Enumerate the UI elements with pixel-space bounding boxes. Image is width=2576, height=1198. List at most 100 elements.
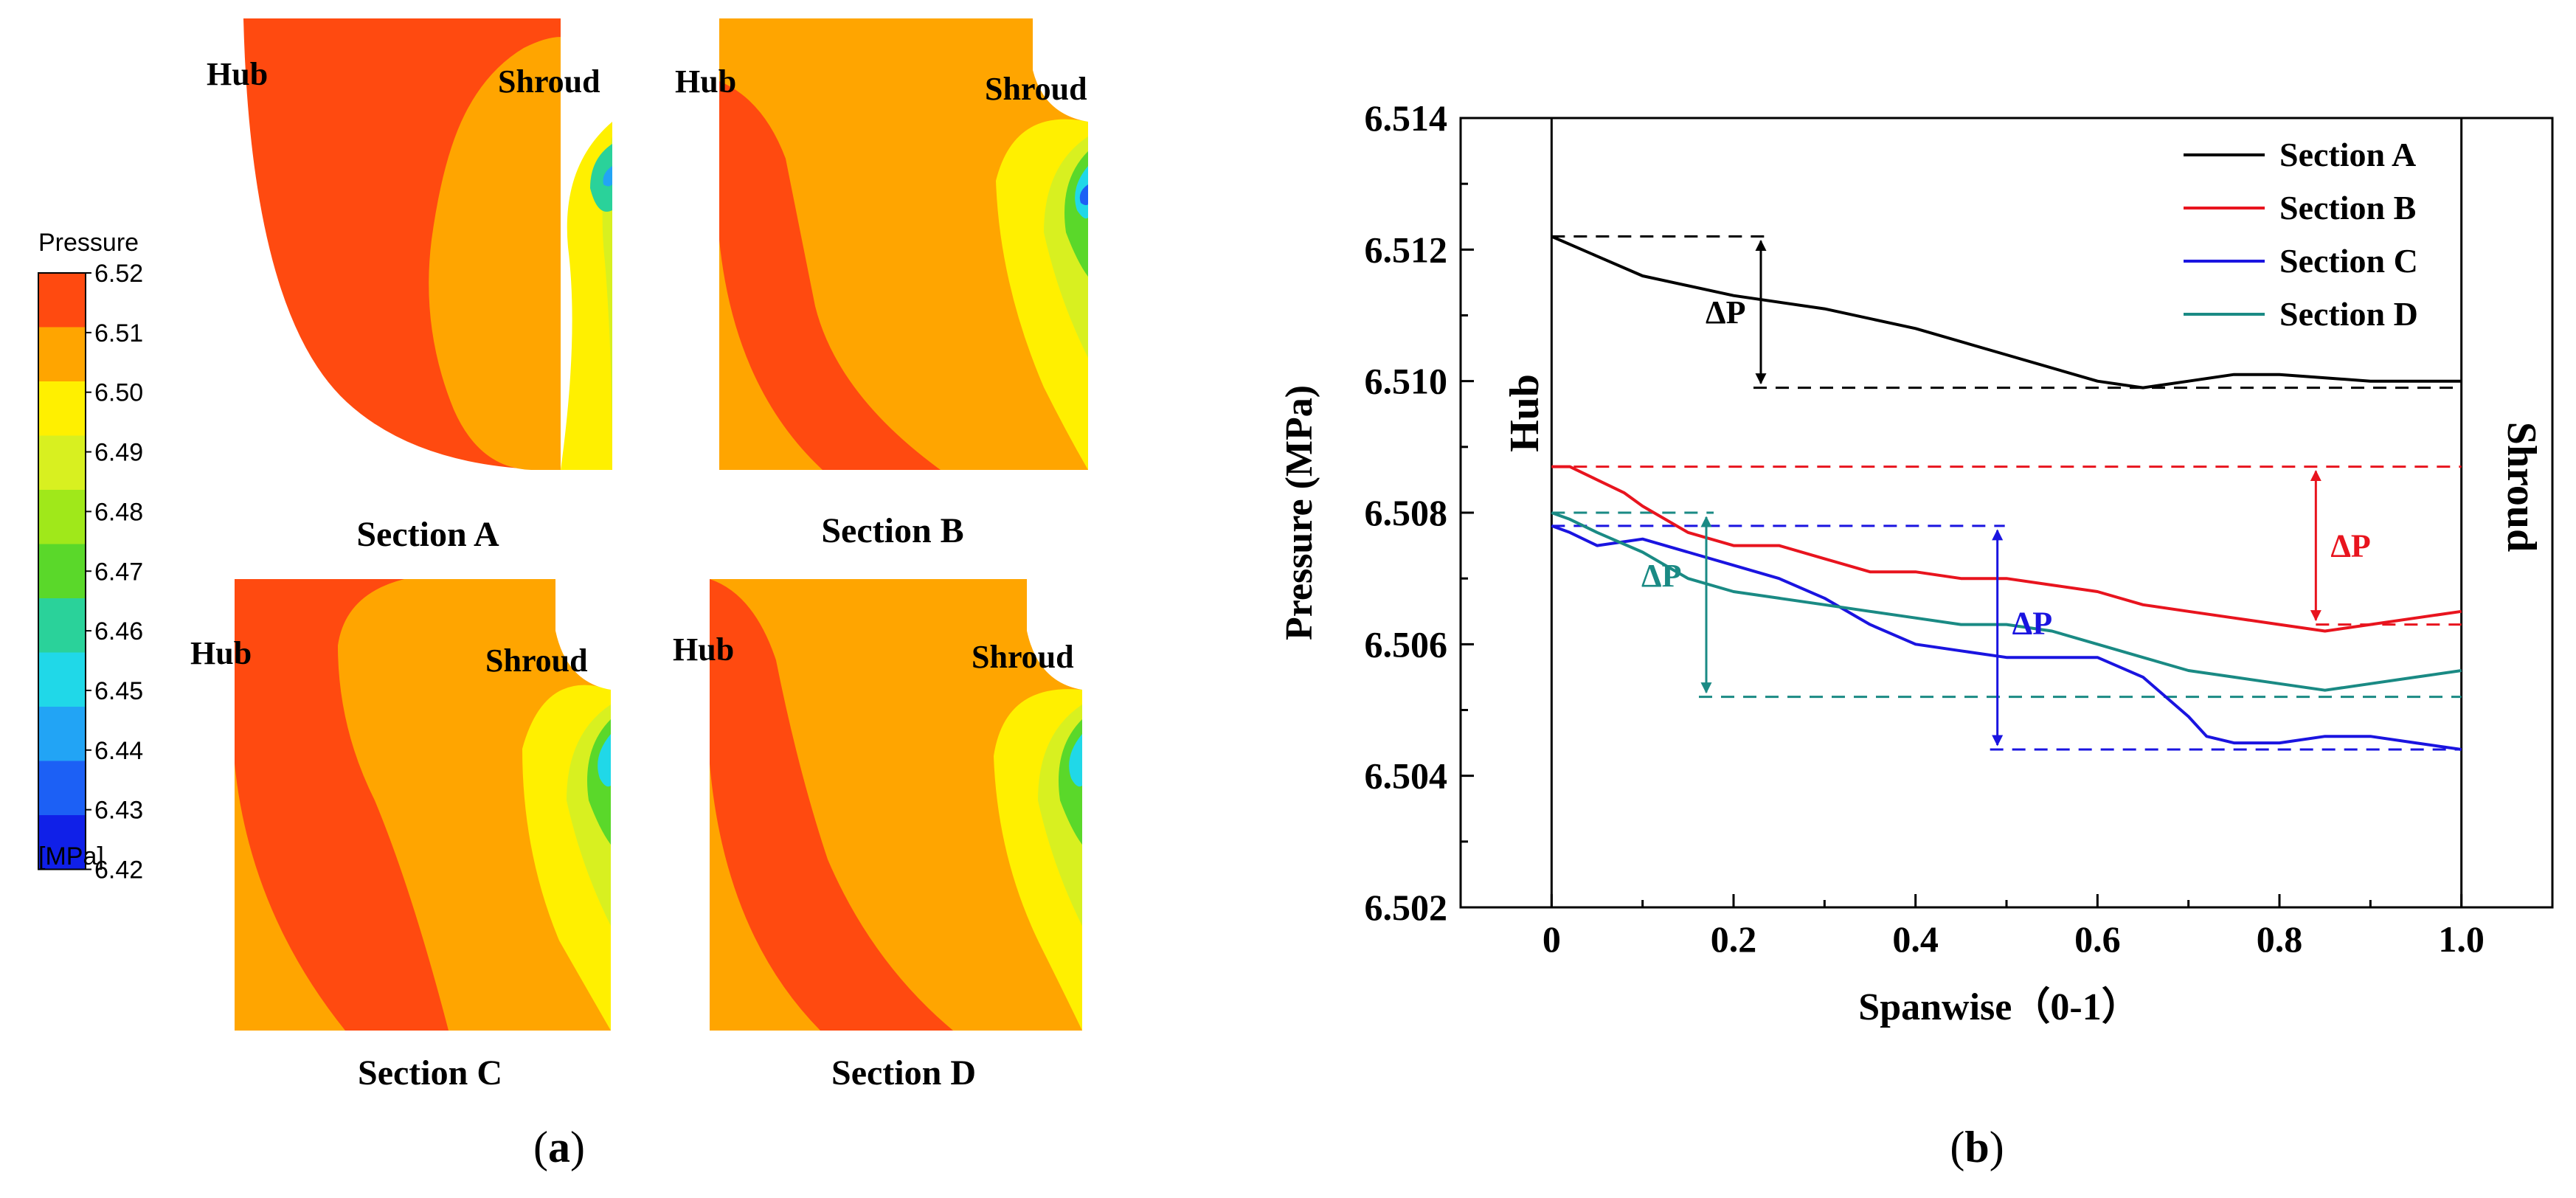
- legend-swatch: [38, 707, 86, 761]
- series-line-section-c: [1551, 524, 2462, 751]
- panel-label-b-open: (: [1950, 1123, 1964, 1171]
- y-axis-ticks: 6.502 6.504 6.506 6.508 6.510 6.512 6.514: [1365, 97, 1474, 928]
- legend-swatch: [38, 544, 86, 598]
- legend-entry: Section B: [2279, 189, 2416, 226]
- legend-level-label: 6.43: [94, 797, 143, 825]
- legend-level-label: 6.47: [94, 558, 143, 586]
- y-tick-label: 6.510: [1365, 361, 1448, 402]
- legend-level-label: 6.48: [94, 498, 143, 526]
- contour-region-hub: [719, 81, 941, 470]
- contour-shroud-label: Shroud: [485, 643, 588, 679]
- legend-level-label: 6.51: [94, 319, 143, 347]
- panel-label-a: (a): [533, 1123, 585, 1171]
- delta-label: ΔP: [1706, 294, 1745, 330]
- contour-shroud-label: Shroud: [498, 63, 600, 100]
- shroud-label: Shroud: [2499, 422, 2544, 552]
- panel-label-b-close: ): [1990, 1123, 2004, 1171]
- delta-reference-lines: [1551, 235, 2462, 751]
- legend-swatch: [38, 652, 86, 707]
- y-tick-label: 6.506: [1365, 623, 1448, 665]
- legend-entry: Section D: [2279, 295, 2418, 333]
- contour-title-a: Section A: [356, 515, 499, 554]
- x-axis-label: Spanwise（0-1）: [1858, 986, 2139, 1028]
- contour-region-low2: [590, 144, 612, 212]
- x-axis-ticks: 0 0.2 0.4 0.6 0.8 1.0: [1459, 894, 2554, 960]
- contour-region-low3: [603, 166, 612, 187]
- contour-cutout: [555, 579, 611, 690]
- legend-title: Pressure: [38, 229, 139, 257]
- panel-b: 6.502 6.504 6.506 6.508 6.510 6.512 6.514 0 0.2…: [1278, 97, 2554, 1171]
- legend-level-label: 6.52: [94, 260, 143, 288]
- contour-section-b: Hub Shroud: [675, 18, 1088, 470]
- series-line-section-d: [1551, 511, 2462, 692]
- contour-hub-label: Hub: [190, 635, 252, 671]
- y-tick-label: 6.504: [1365, 755, 1448, 797]
- legend-level-label: 6.50: [94, 379, 143, 407]
- legend-swatch: [38, 598, 86, 653]
- x-tick-label: 1.0: [2438, 918, 2485, 960]
- chart-legend: Section A Section B Section C Section D: [2184, 136, 2418, 333]
- delta-label: ΔP: [2330, 528, 2370, 564]
- contour-title-c: Section C: [358, 1053, 502, 1093]
- contour-region-low3: [1069, 734, 1082, 787]
- panel-label-a-letter: a: [548, 1123, 570, 1171]
- series-line-section-a: [1551, 235, 2462, 389]
- panel-a: Hub Shroud Section A Hub Shroud Section …: [38, 18, 1088, 1171]
- y-axis-label: Pressure (MPa): [1278, 385, 1320, 640]
- legend-swatch: [38, 327, 86, 381]
- series-line-section-b: [1551, 465, 2462, 633]
- delta-label: ΔP: [2012, 605, 2052, 641]
- contour-hub-label: Hub: [675, 63, 736, 100]
- contour-region-high: [561, 122, 612, 470]
- contour-region-hub: [235, 579, 449, 1031]
- y-tick-label: 6.508: [1365, 492, 1448, 533]
- hub-label: Hub: [1502, 374, 1548, 452]
- legend-level-label: 6.42: [94, 856, 143, 884]
- contour-shroud-label: Shroud: [985, 71, 1087, 107]
- series-lines: [1551, 235, 2462, 751]
- contour-cutout: [1033, 18, 1088, 122]
- contour-section-d: Hub Shroud: [673, 579, 1082, 1031]
- panel-label-b-letter: b: [1964, 1123, 1989, 1171]
- contour-shroud-label: Shroud: [972, 639, 1074, 675]
- legend-level-label: 6.45: [94, 677, 143, 705]
- pressure-legend: Pressure 6.52 6.51 6.50 6.49 6.48 6.47 6.46 6.4…: [38, 229, 143, 884]
- contour-hub-label: Hub: [673, 631, 734, 668]
- panel-label-b: (b): [1950, 1123, 2004, 1171]
- legend-unit: [MPa]: [38, 842, 104, 870]
- legend-level-label: 6.49: [94, 439, 143, 467]
- contour-region-low3: [598, 734, 611, 787]
- contour-cutout: [561, 18, 612, 122]
- contour-section-c: Hub Shroud: [190, 579, 611, 1031]
- x-tick-label: 0.2: [1711, 918, 1757, 960]
- y-tick-label: 6.502: [1365, 887, 1448, 928]
- x-tick-label: 0.6: [2074, 918, 2121, 960]
- contour-cutout: [1027, 579, 1082, 690]
- y-tick-label: 6.512: [1365, 229, 1448, 270]
- contour-title-d: Section D: [831, 1053, 976, 1093]
- contour-region-low1: [602, 136, 612, 470]
- contour-region-hub: [710, 579, 953, 1031]
- contour-region-low4: [1079, 184, 1088, 206]
- legend-level-label: 6.46: [94, 617, 143, 645]
- legend-entry: Section C: [2279, 242, 2418, 280]
- legend-swatch: [38, 381, 86, 436]
- delta-arrows: ΔP ΔP ΔP ΔP: [1641, 240, 2371, 747]
- legend-swatch: [38, 490, 86, 544]
- legend-level-label: 6.44: [94, 737, 143, 765]
- contour-section-a: Hub Shroud: [207, 18, 612, 470]
- legend-entry: Section A: [2279, 136, 2416, 173]
- legend-labels: 6.52 6.51 6.50 6.49 6.48 6.47 6.46 6.45 6.44 6.43…: [86, 260, 143, 884]
- contour-hub-label: Hub: [207, 56, 268, 92]
- panel-label-a-open: (: [533, 1123, 548, 1171]
- x-tick-label: 0.4: [1892, 918, 1939, 960]
- legend-colorbar: [38, 272, 86, 870]
- legend-swatch: [38, 815, 86, 870]
- legend-swatch: [38, 435, 86, 490]
- legend-swatch: [38, 273, 86, 328]
- legend-swatch: [38, 761, 86, 815]
- x-tick-label: 0.8: [2257, 918, 2303, 960]
- contour-region-mid: [429, 18, 561, 470]
- y-tick-label: 6.514: [1365, 97, 1448, 139]
